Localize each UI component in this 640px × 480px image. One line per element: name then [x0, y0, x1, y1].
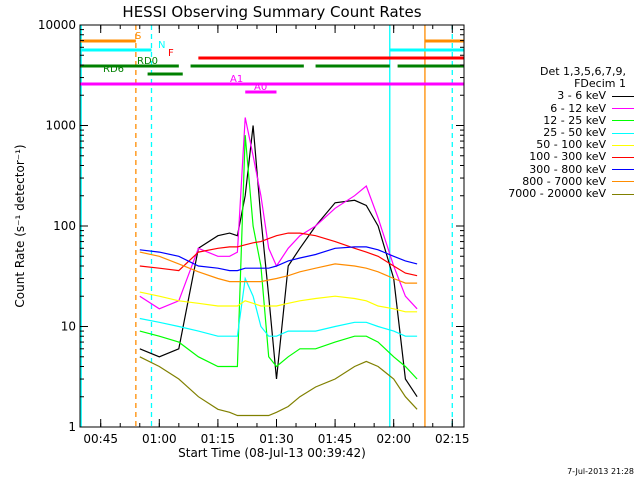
legend-item-4: 50 - 100 keV	[474, 138, 634, 152]
legend-swatch	[612, 144, 634, 146]
flag-label-a0: A0	[254, 82, 267, 93]
flag-label-f: F	[168, 48, 174, 59]
flag-label-rd6: RD6	[103, 64, 124, 75]
legend-label: 100 - 300 keV	[529, 150, 606, 164]
x-tick-label-3: 01:30	[259, 432, 294, 446]
y-tick-label-0: 1	[68, 420, 76, 434]
legend-label: 6 - 12 keV	[550, 101, 606, 115]
series-line-0	[139, 125, 418, 398]
x-tick-label-4: 01:45	[318, 432, 353, 446]
legend-item-7: 800 - 7000 keV	[474, 174, 634, 188]
series-line-4	[139, 291, 418, 313]
y-axis-label: Count Rate (s⁻¹ detector⁻¹)	[13, 144, 27, 307]
legend: Det 1,3,5,6,7,9, FDecim 1 3 - 6 keV 6 - 1…	[474, 65, 634, 200]
x-tick-label-2: 01:15	[201, 432, 236, 446]
legend-swatch	[612, 96, 634, 97]
legend-swatch	[612, 132, 634, 134]
legend-item-8: 7000 - 20000 keV	[474, 186, 634, 200]
legend-label: 3 - 6 keV	[557, 89, 606, 103]
series-line-5	[139, 232, 418, 277]
legend-label: 25 - 50 keV	[543, 125, 606, 139]
legend-swatch	[612, 156, 634, 158]
legend-item-6: 300 - 800 keV	[474, 162, 634, 176]
legend-header-1: Det 1,3,5,6,7,9,	[539, 65, 626, 78]
legend-swatch	[612, 120, 634, 122]
legend-header-2: FDecim 1	[574, 77, 626, 91]
chart-title: HESSI Observing Summary Count Rates	[122, 3, 421, 21]
series-line-7	[139, 251, 418, 284]
legend-item-2: 12 - 25 keV	[474, 113, 634, 127]
x-tick-label-6: 02:15	[435, 432, 470, 446]
legend-swatch	[612, 169, 634, 171]
legend-swatch	[612, 181, 634, 183]
flag-label-rd0: RD0	[137, 56, 158, 67]
legend-item-0: 3 - 6 keV	[474, 90, 634, 102]
y-tick-label-1: 10	[61, 320, 76, 334]
footer-timestamp: 7-Jul-2013 21:28	[567, 467, 634, 476]
x-axis-label: Start Time (08-Jul-13 00:39:42)	[178, 446, 366, 460]
series-line-3	[139, 276, 418, 337]
legend-swatch	[612, 193, 634, 195]
x-tick-label-1: 01:00	[142, 432, 177, 446]
legend-item-3: 25 - 50 keV	[474, 125, 634, 139]
y-tick-label-4: 10000	[38, 18, 76, 32]
legend-label: 50 - 100 keV	[536, 138, 606, 152]
flag-label-s: S	[135, 31, 141, 42]
series-line-8	[139, 356, 418, 417]
legend-label: 800 - 7000 keV	[522, 174, 606, 188]
flag-label-n: N	[158, 40, 165, 51]
flag-label-a1: A1	[230, 74, 243, 85]
legend-swatch	[612, 108, 634, 110]
x-tick-label-0: 00:45	[83, 432, 118, 446]
series-line-6	[139, 246, 418, 272]
legend-label: 7000 - 20000 keV	[508, 186, 606, 200]
legend-item-1: 6 - 12 keV	[474, 101, 634, 115]
series-line-2	[139, 135, 418, 380]
y-tick-label-2: 100	[53, 219, 76, 233]
x-tick-label-5: 02:00	[376, 432, 411, 446]
legend-label: 300 - 800 keV	[529, 162, 606, 176]
legend-item-5: 100 - 300 keV	[474, 151, 634, 163]
series-line-1	[139, 117, 418, 310]
y-tick-label-3: 1000	[45, 119, 76, 133]
legend-label: 12 - 25 keV	[543, 113, 606, 127]
